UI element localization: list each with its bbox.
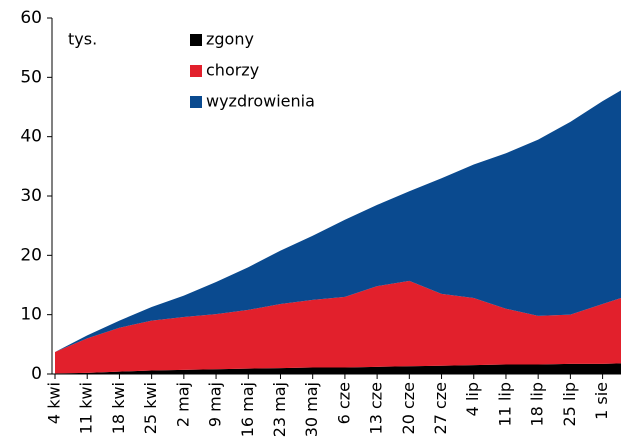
x-tick-label: 11 kwi bbox=[77, 382, 96, 434]
legend-label: zgony bbox=[206, 30, 254, 49]
legend-swatch bbox=[190, 65, 202, 77]
y-tick-label: 0 bbox=[31, 364, 42, 384]
x-tick-label: 4 kwi bbox=[45, 382, 64, 424]
x-tick-label: 9 maj bbox=[206, 382, 225, 427]
y-axis-label: tys. bbox=[68, 30, 97, 49]
y-tick-label: 40 bbox=[20, 127, 42, 147]
y-tick-label: 50 bbox=[20, 67, 42, 87]
legend-swatch bbox=[190, 34, 202, 46]
x-tick-label: 18 lip bbox=[528, 382, 547, 427]
x-tick-label: 30 maj bbox=[302, 382, 321, 437]
x-tick-label: 18 kwi bbox=[109, 382, 128, 434]
x-tick-label: 11 lip bbox=[495, 382, 514, 427]
area bbox=[55, 280, 621, 374]
y-tick-label: 60 bbox=[20, 8, 42, 28]
x-tick-label: 2 maj bbox=[173, 382, 192, 427]
y-tick-label: 10 bbox=[20, 305, 42, 325]
x-tick-label: 16 maj bbox=[238, 382, 257, 437]
x-tick-label: 25 lip bbox=[560, 382, 579, 427]
area bbox=[55, 363, 621, 374]
y-tick-label: 20 bbox=[20, 245, 42, 265]
y-tick-label: 30 bbox=[20, 186, 42, 206]
legend-label: wyzdrowienia bbox=[206, 92, 315, 111]
x-tick-label: 23 maj bbox=[270, 382, 289, 437]
area bbox=[55, 90, 621, 353]
x-tick-label: 1 sie bbox=[592, 382, 611, 420]
legend-label: chorzy bbox=[206, 61, 259, 80]
x-tick-label: 6 cze bbox=[334, 382, 353, 424]
legend-swatch bbox=[190, 96, 202, 108]
x-tick-label: 25 kwi bbox=[141, 382, 160, 434]
x-tick-label: 4 lip bbox=[463, 382, 482, 416]
x-tick-label: 13 cze bbox=[367, 382, 386, 434]
x-tick-label: 27 cze bbox=[431, 382, 450, 434]
x-tick-label: 20 cze bbox=[399, 382, 418, 434]
